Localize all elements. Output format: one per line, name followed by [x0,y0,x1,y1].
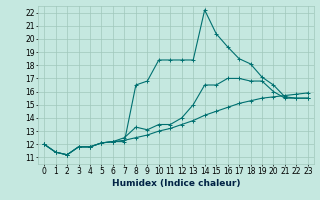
X-axis label: Humidex (Indice chaleur): Humidex (Indice chaleur) [112,179,240,188]
